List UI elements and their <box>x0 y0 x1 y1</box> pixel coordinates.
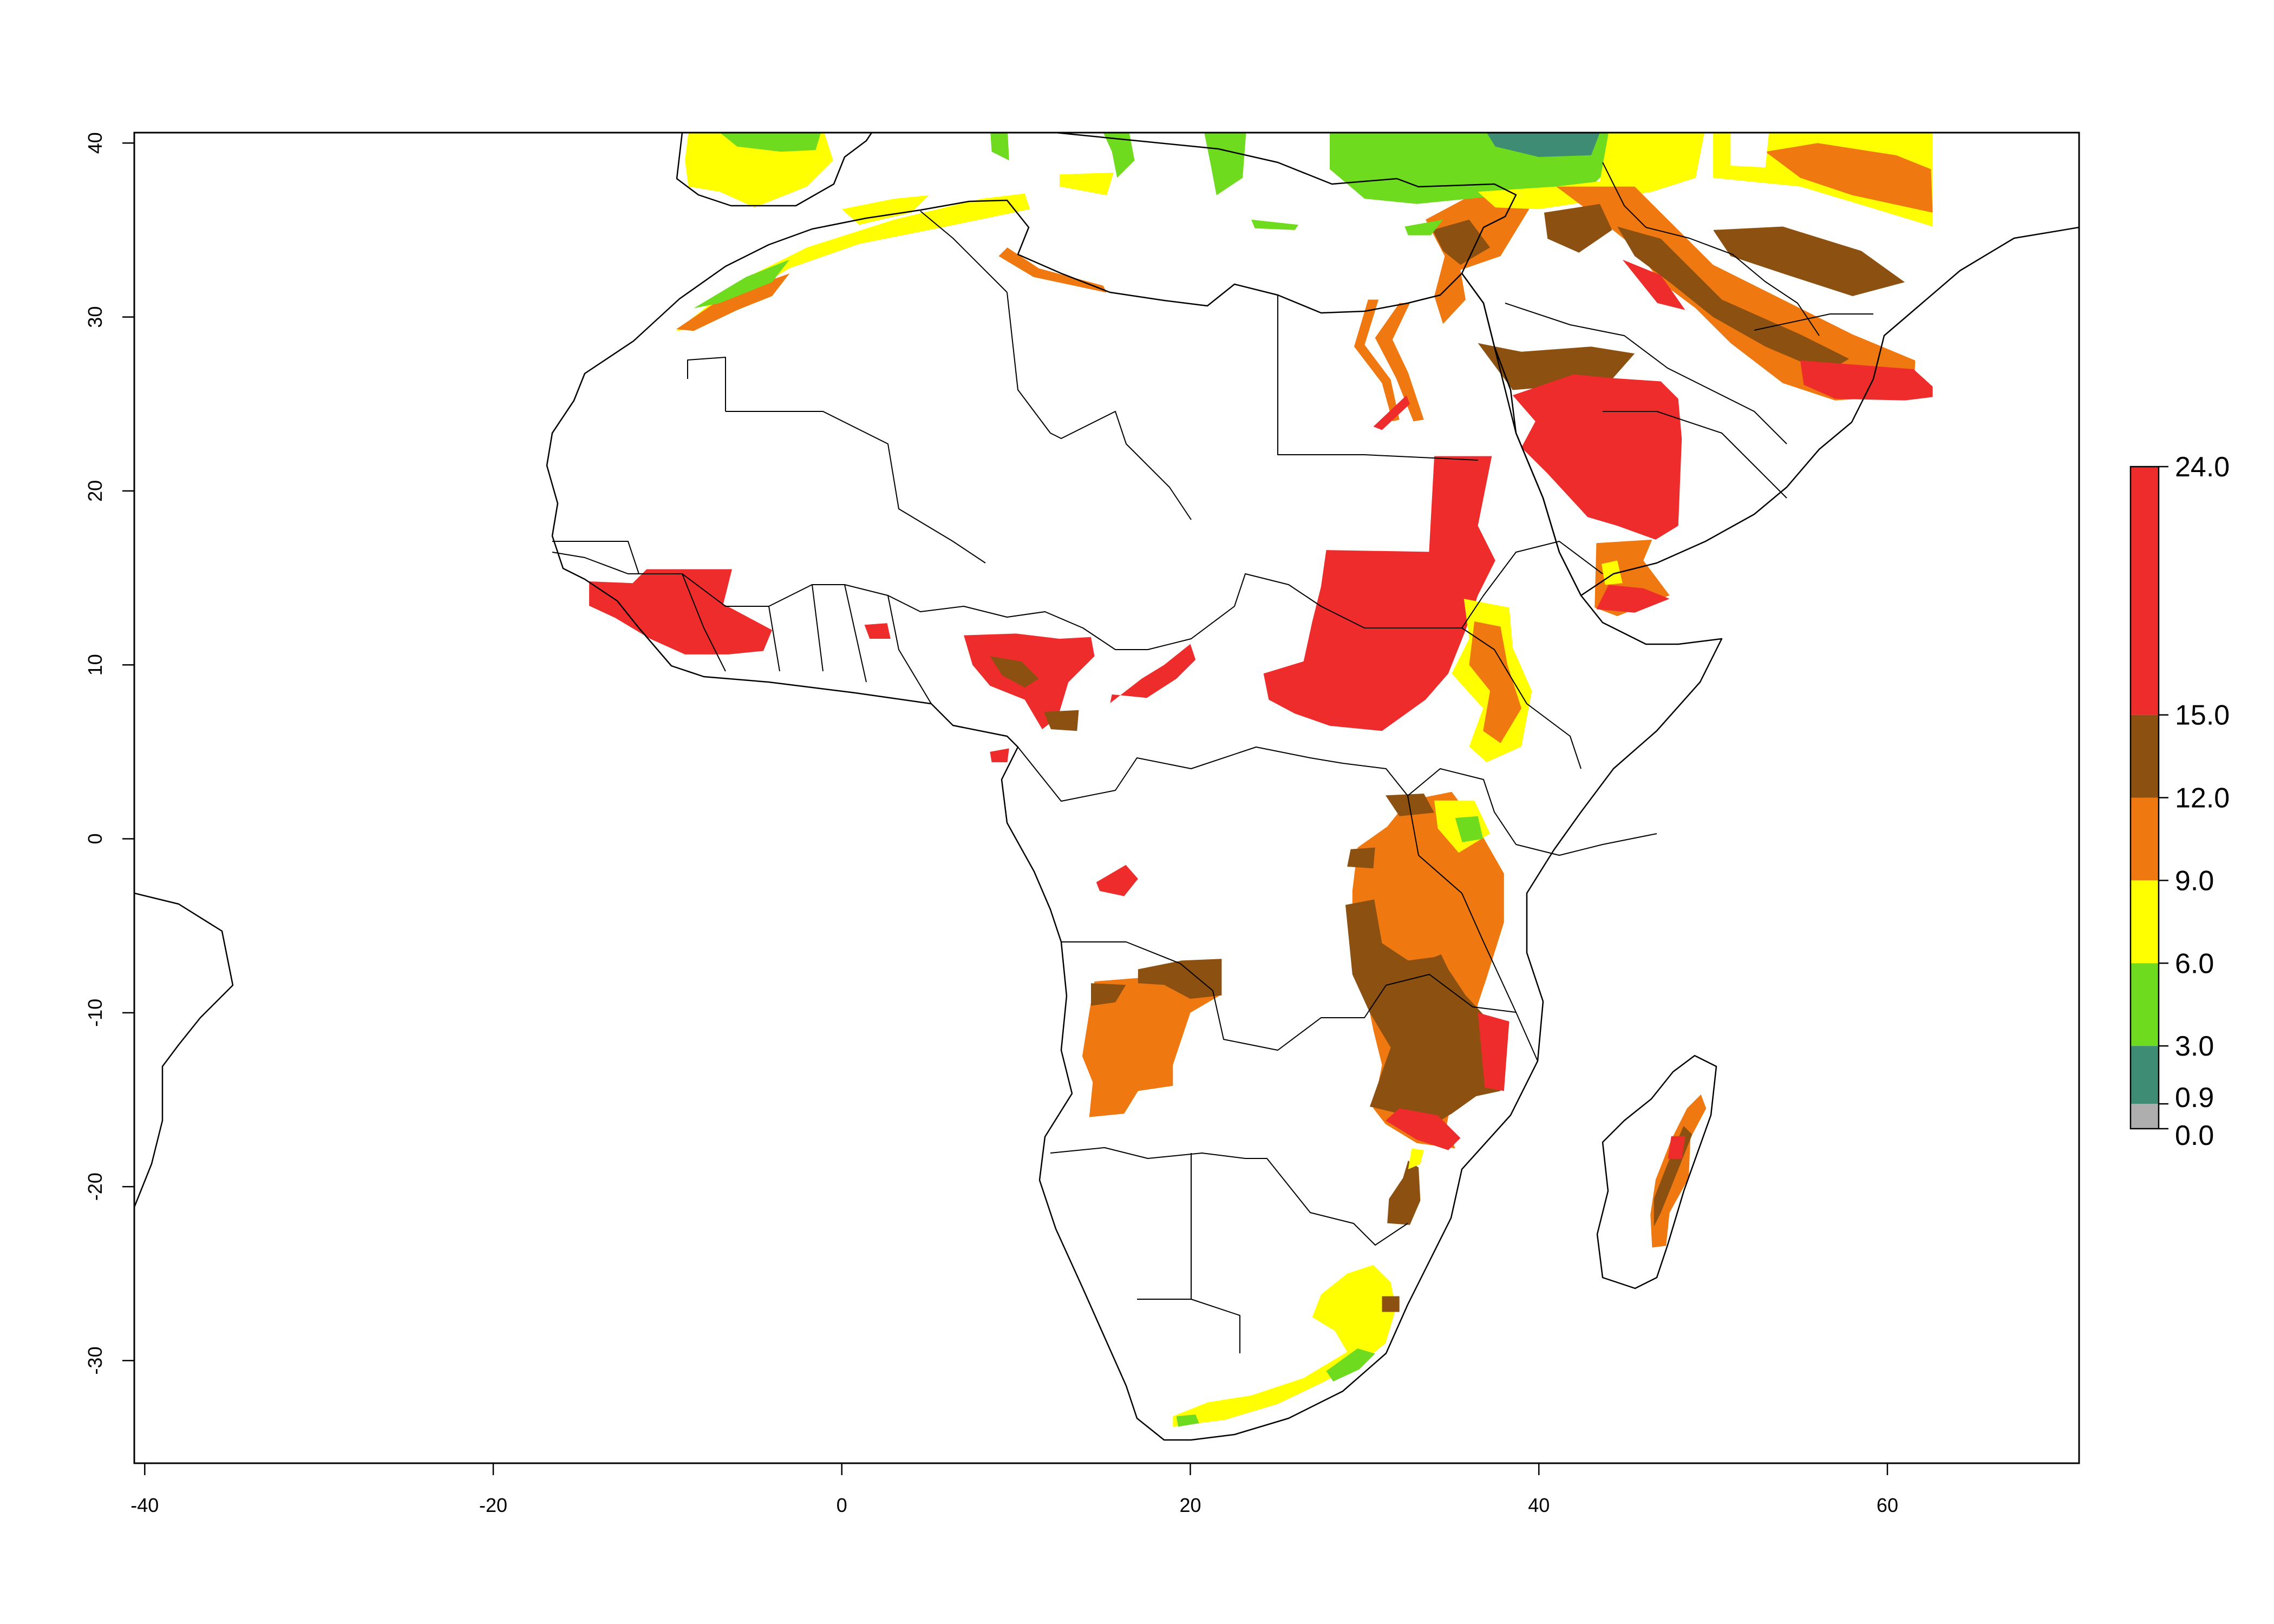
africa-coastline <box>546 199 1723 1441</box>
region-north-iberia <box>685 133 833 208</box>
border-east <box>1407 541 1657 1062</box>
region-benin-red <box>864 623 891 639</box>
region-swaziland-brown <box>1382 1296 1400 1312</box>
iberia-coastline <box>676 133 873 207</box>
legend-swatch <box>2131 963 2159 1046</box>
y-tick-label: 40 <box>84 132 106 154</box>
border-central <box>1017 746 1517 1051</box>
region-car-red <box>1110 644 1196 703</box>
y-tick-label: -30 <box>84 1346 106 1374</box>
region-turkey-teal <box>1486 133 1600 157</box>
region-mozambique-brown <box>1387 1160 1421 1225</box>
region-tanzania-orange <box>1373 882 1487 961</box>
y-tick-label: -10 <box>84 999 106 1027</box>
region-caucasus-orange <box>1765 143 1933 213</box>
region-south-africa-green <box>1326 1348 1375 1381</box>
x-tick-label: -20 <box>479 1494 507 1516</box>
x-axis: -40 -20 0 20 40 60 <box>130 1462 1898 1516</box>
region-tunisia-coast <box>998 247 1107 293</box>
y-axis: -30 -20 -10 0 10 20 30 40 <box>84 132 135 1374</box>
legend-swatch <box>2131 715 2159 798</box>
region-levant-brown <box>1432 219 1491 265</box>
legend-label: 12.0 <box>2175 783 2230 814</box>
region-ethiopia-orange <box>1469 621 1521 743</box>
region-makran-red <box>1800 360 1933 401</box>
x-tick-label: 60 <box>1877 1494 1898 1516</box>
region-cameroon-brown <box>1044 710 1079 731</box>
border-sahel <box>552 552 1582 769</box>
region-west-africa-red <box>589 569 772 654</box>
legend-label: 9.0 <box>2175 865 2214 896</box>
y-tick-label: 30 <box>84 306 106 328</box>
legend-swatch <box>2131 467 2159 715</box>
y-tick-label: 0 <box>84 833 106 844</box>
region-south-africa-green-w <box>1176 1415 1199 1427</box>
color-legend: 0.0 0.9 3.0 6.0 9.0 12.0 15.0 24.0 <box>2129 451 2230 1151</box>
region-italy-south-green <box>1103 133 1135 178</box>
region-atlas-orange <box>676 273 790 331</box>
madagascar-outline <box>1596 1055 1717 1289</box>
region-red-sea-hills <box>1373 395 1410 430</box>
region-atlas-green <box>694 259 790 309</box>
region-madagascar-red <box>1668 1136 1685 1159</box>
x-tick-label: 20 <box>1179 1494 1201 1516</box>
region-sardinia-green <box>990 133 1009 161</box>
x-tick-label: 40 <box>1528 1494 1550 1516</box>
region-mesopotamia-brown <box>1544 204 1612 253</box>
region-congo-east-brown <box>1347 847 1375 869</box>
x-tick-label: -40 <box>130 1494 159 1516</box>
legend-swatch <box>2131 797 2159 881</box>
border-west <box>552 541 932 704</box>
south-america-coastline <box>134 892 234 1208</box>
region-anatolia-yellow <box>1478 133 1704 209</box>
region-zagros-brown <box>1617 226 1850 373</box>
legend-label: 3.0 <box>2175 1031 2214 1062</box>
legend-label: 6.0 <box>2175 948 2214 979</box>
region-iran-brown-north <box>1713 226 1905 296</box>
region-east-africa-brown <box>1345 898 1501 1124</box>
value-fill-layer <box>589 133 1933 1427</box>
region-atlas <box>676 193 1030 331</box>
region-angola-brown <box>1138 959 1222 999</box>
country-boundaries <box>134 133 2079 1441</box>
region-nile-east <box>1375 303 1424 422</box>
region-angola-brown-w <box>1091 983 1126 1006</box>
region-gulf-red <box>1622 259 1685 310</box>
legend-swatch <box>2131 1046 2159 1104</box>
region-sicily-yellow <box>1060 172 1114 195</box>
border-southern <box>1050 1147 1408 1353</box>
y-tick-label: 10 <box>84 654 106 676</box>
region-yemen-red <box>1596 585 1670 613</box>
region-caucasus-white <box>1730 133 1769 168</box>
region-sudan-red <box>1263 456 1495 731</box>
border-maghreb <box>687 211 1479 564</box>
region-lake-malawi-red <box>1478 1012 1510 1091</box>
region-cyprus-green <box>1404 219 1443 235</box>
y-tick-label: 20 <box>84 480 106 502</box>
arabia-coastline <box>1055 133 2079 597</box>
region-congo-red <box>1096 865 1138 896</box>
legend-label: 15.0 <box>2175 700 2230 731</box>
x-tick-label: 0 <box>837 1494 847 1516</box>
legend-label: 0.9 <box>2175 1082 2214 1114</box>
legend-swatch <box>2131 1104 2159 1129</box>
region-north-iberia-green <box>720 133 821 152</box>
region-south-africa-yellow <box>1173 1265 1396 1427</box>
region-crete-green <box>1251 219 1299 230</box>
region-morocco-mid <box>841 195 929 225</box>
region-arabia-red <box>1512 374 1682 540</box>
region-zambia-red <box>1386 1108 1461 1150</box>
border-arabia <box>1505 162 1873 499</box>
region-nile-west <box>1354 299 1400 422</box>
legend-label: 24.0 <box>2175 451 2230 483</box>
region-zimbabwe-yellow <box>1408 1148 1424 1169</box>
region-nigeria-brown <box>990 656 1039 687</box>
region-madagascar-orange <box>1650 1094 1707 1248</box>
y-tick-label: -20 <box>84 1173 106 1201</box>
legend-label: 0.0 <box>2175 1120 2214 1151</box>
region-cameroon-coast <box>990 748 1009 763</box>
region-kenya-green <box>1455 816 1484 842</box>
legend-swatch <box>2131 880 2159 964</box>
